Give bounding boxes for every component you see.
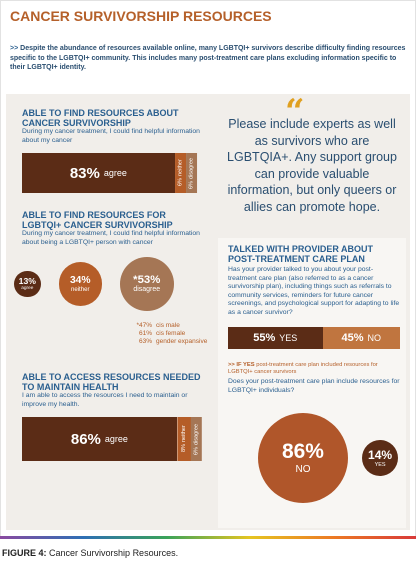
caption: FIGURE 4: Cancer Survivorship Resources.: [2, 548, 178, 558]
section-text: During my cancer treatment, I could find…: [22, 230, 200, 246]
quote: Please include experts as well as surviv…: [227, 117, 397, 214]
category-label: NO: [295, 464, 311, 476]
stacked-bar: 86% agree 8% neither 6% disagree: [22, 417, 203, 461]
bar-segment: 55% YES: [228, 327, 323, 349]
category-label: agree: [103, 168, 127, 178]
section: ABLE TO FIND RESOURCES FOR LGBTQI+ CANCE…: [14, 210, 202, 311]
footnote-group: cis female: [156, 330, 186, 337]
followup-text: post-treatment care plan included resour…: [228, 362, 378, 375]
title: CANCER SURVIVORSHIP RESOURCES: [10, 8, 272, 24]
followup-marker: >> IF YES: [228, 362, 255, 368]
value-label: 13%: [18, 276, 36, 287]
intro-marker: >>: [10, 45, 19, 52]
stacked-bar: 83% agree 6% neither 6% disagree: [22, 153, 202, 193]
section-title: ABLE TO FIND RESOURCES ABOUT CANCER SURV…: [22, 108, 179, 128]
circle: *53% disagree: [119, 257, 174, 311]
footnote: *47% cis male 61% cis female 63% gender expan…: [132, 322, 212, 346]
followup: >> IF YES post-treatment care plan inclu…: [228, 362, 400, 503]
circle: 86% NO: [258, 413, 348, 503]
section-title: ABLE TO ACCESS RESOURCES NEEDED TO MAINT…: [22, 372, 201, 392]
caption-label: FIGURE 4:: [2, 548, 47, 558]
value-label: 6%: [188, 180, 195, 189]
circle-group: 13% agree 34% neither *53% disagree: [14, 257, 202, 311]
bar-segment: 6% disagree: [191, 417, 203, 461]
footnote-group: gender expansive: [156, 338, 208, 345]
category-label: neither: [177, 159, 184, 177]
category-label: disagree: [193, 423, 200, 445]
footnote-value: 61%: [138, 330, 152, 337]
footnote-value: 63%: [138, 338, 152, 345]
category-label: NO: [367, 333, 382, 343]
circle: 13% agree: [14, 270, 41, 298]
bar-segment: 45% NO: [322, 327, 400, 349]
category-label: disagree: [133, 286, 161, 294]
circle: 34% neither: [58, 262, 102, 306]
category-label: agree: [21, 286, 34, 292]
category-label: YES: [279, 333, 298, 343]
section: ABLE TO ACCESS RESOURCES NEEDED TO MAINT…: [22, 372, 203, 461]
provider: TALKED WITH PROVIDER ABOUT POST-TREATMEN…: [228, 244, 400, 349]
bar-segment: 83% agree: [22, 153, 175, 193]
value-label: 55%: [253, 332, 276, 344]
section-text: Has your provider talked to you about yo…: [228, 266, 400, 316]
rainbow-stripe: [0, 536, 416, 539]
quote-mark: “: [285, 92, 305, 132]
bar-segment: 86% agree: [22, 417, 177, 461]
section-text: During my cancer treatment, I could find…: [22, 128, 200, 144]
category-label: agree: [104, 434, 128, 444]
value-label: 6%: [193, 446, 200, 455]
bar-segment: 8% neither: [176, 417, 192, 461]
footnote-row: 63% gender expansive: [132, 338, 212, 346]
question: Does your post-treatment care plan inclu…: [228, 378, 400, 394]
value-label: 86%: [70, 430, 101, 448]
footnote-row: *47% cis male: [132, 322, 212, 330]
bar-segment: 6% neither: [174, 153, 186, 193]
value-label: 86%: [281, 440, 324, 464]
value-label: 83%: [69, 164, 100, 182]
value-label: *53%: [133, 274, 161, 287]
footnote-group: cis male: [156, 322, 180, 329]
section: ABLE TO FIND RESOURCES ABOUT CANCER SURV…: [22, 108, 202, 193]
value-label: 34%: [69, 274, 91, 286]
bar-segment: 6% disagree: [185, 153, 197, 193]
category-label: YES: [374, 461, 386, 468]
caption-text: Cancer Survivorship Resources.: [49, 548, 179, 558]
footnote-row: 61% cis female: [132, 330, 212, 338]
intro: >> Despite the abundance of resources av…: [10, 44, 406, 73]
category-label: neither: [70, 285, 90, 293]
value-label: 8%: [181, 444, 188, 453]
section-text: I am able to access the resources I need…: [22, 392, 188, 408]
value-label: 14%: [368, 447, 393, 462]
stacked-bar: 55% YES 45% NO: [228, 327, 400, 349]
circle: 14% YES: [361, 439, 399, 477]
value-label: 6%: [177, 178, 184, 187]
section-title: TALKED WITH PROVIDER ABOUT POST-TREATMEN…: [228, 244, 373, 264]
intro-text: Despite the abundance of resources avail…: [10, 45, 406, 71]
followup-note: >> IF YES post-treatment care plan inclu…: [228, 362, 400, 376]
category-label: disagree: [188, 157, 195, 179]
circle-group: 86% NO 14% YES: [258, 413, 400, 503]
footnote-value: *47%: [136, 322, 152, 329]
section-title: ABLE TO FIND RESOURCES FOR LGBTQI+ CANCE…: [22, 210, 173, 230]
category-label: neither: [181, 425, 188, 443]
value-label: 45%: [341, 332, 364, 344]
